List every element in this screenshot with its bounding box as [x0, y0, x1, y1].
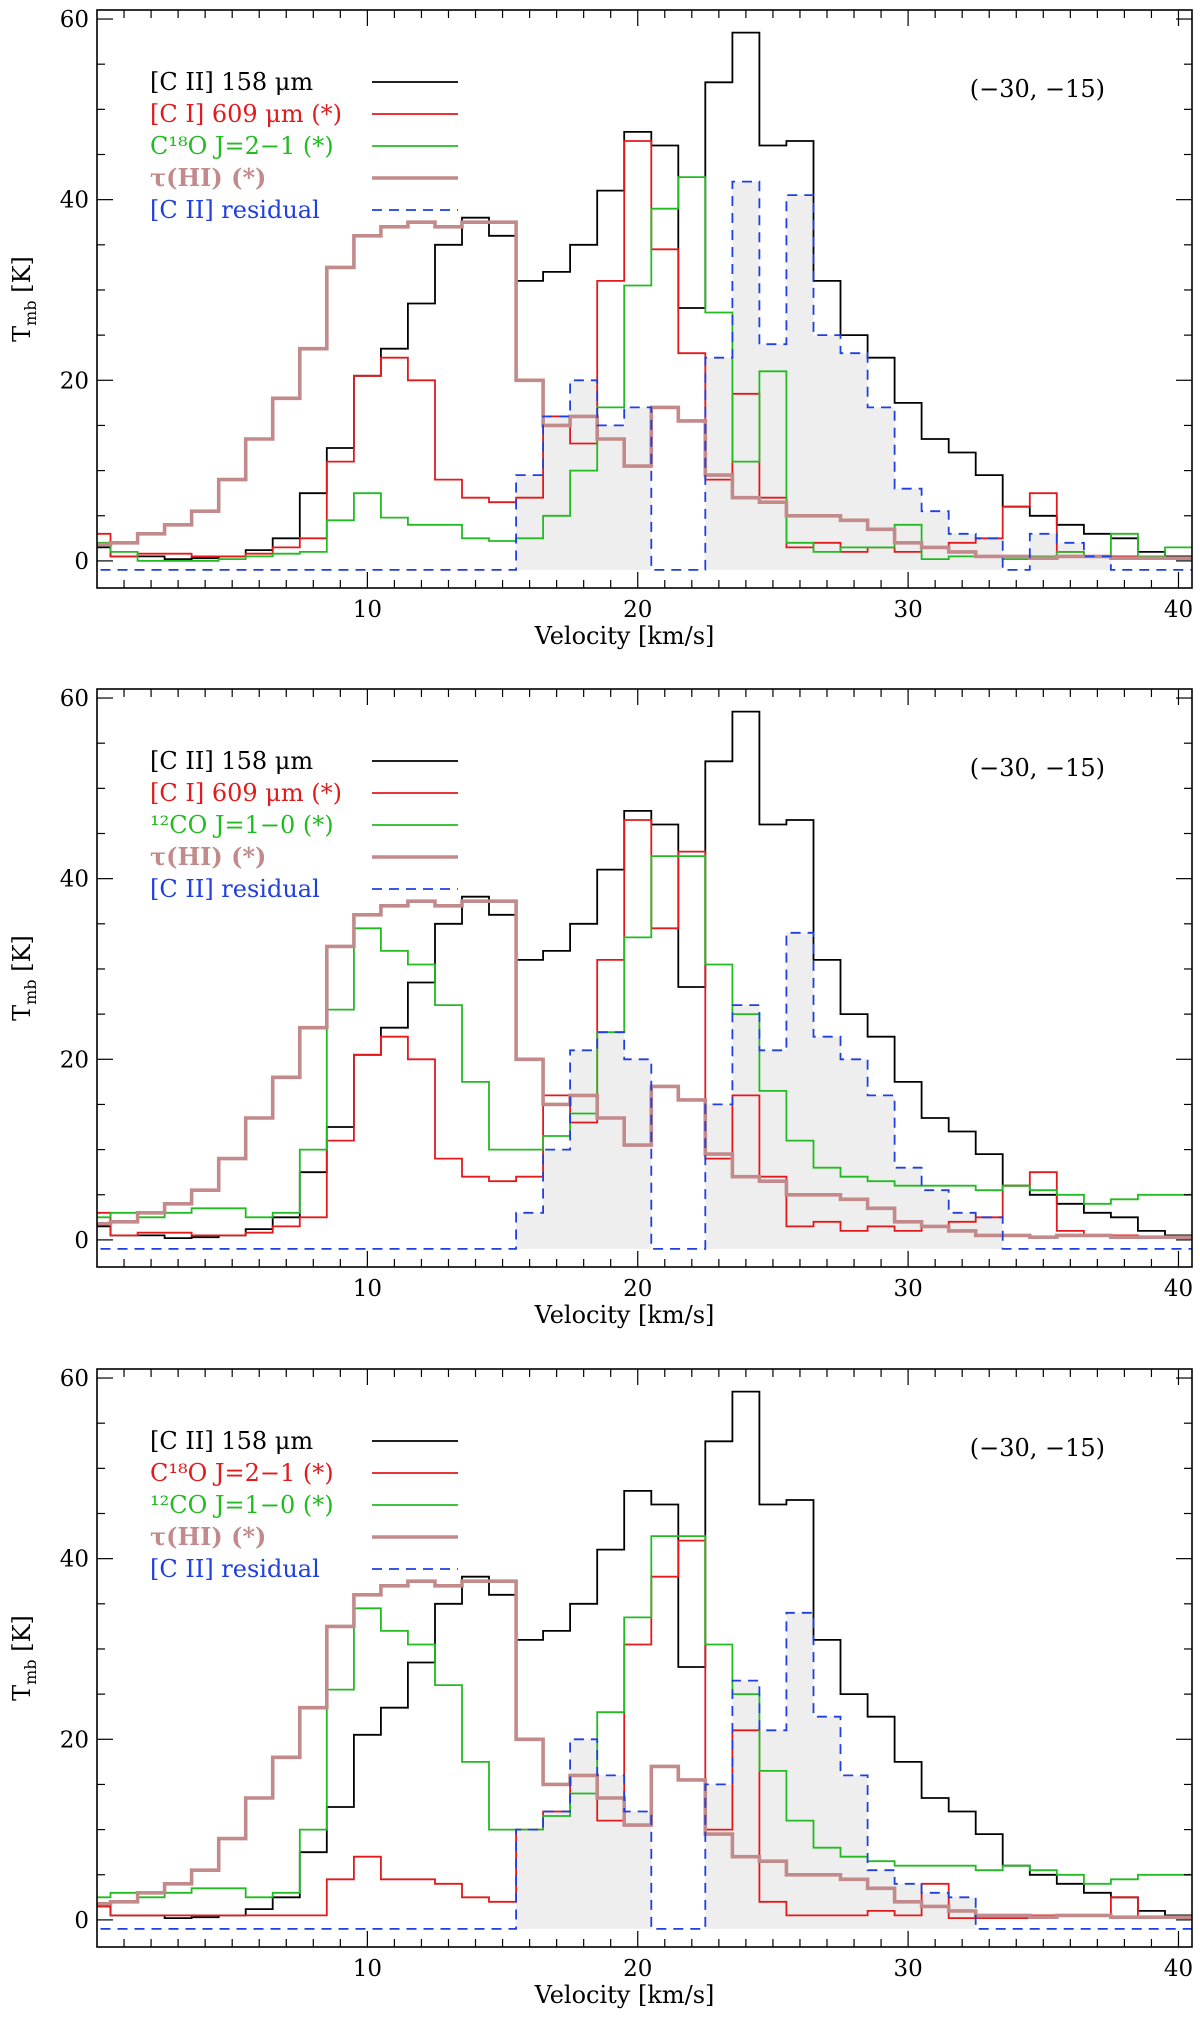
- legend: [C II] 158 μm [C I] 609 μm (*) ¹²CO J=1−0 …: [150, 747, 458, 903]
- plot-frame: [96, 9, 1193, 589]
- legend-label-5: [C II] residual: [150, 1555, 320, 1583]
- series-line-2: [97, 819, 1192, 1239]
- x-ticks: [123, 10, 1180, 588]
- y-tick-label: 40: [60, 188, 89, 214]
- y-axis-title: Tmb [K]: [8, 1615, 40, 1701]
- legend-label-4: τ(HI) (*): [150, 842, 266, 871]
- plot-area: [97, 1390, 1192, 1930]
- legend-label-3: ¹²CO J=1−0 (*): [150, 1491, 334, 1519]
- x-ticks: [123, 1369, 1180, 1947]
- legend-label-2: [C I] 609 μm (*): [150, 779, 342, 807]
- residual-shading: [97, 181, 1192, 570]
- y-tick-label: 20: [60, 1047, 89, 1073]
- panel-2: 10 20 30 40 0 20 40 60 Velocity [km/s] Tmb [K] (−3…: [8, 686, 1193, 1329]
- y-ticks: [97, 697, 1192, 1241]
- x-tick-label: 30: [893, 1956, 922, 1982]
- x-tick-label: 10: [353, 597, 382, 623]
- y-tick-label: 0: [74, 1228, 89, 1254]
- y-ticks: [97, 18, 1192, 562]
- legend-label-5: [C II] residual: [150, 196, 320, 224]
- coord-label: (−30, −15): [970, 75, 1105, 103]
- plot-area: [97, 31, 1192, 571]
- x-tick-label: 40: [1164, 1276, 1193, 1302]
- x-tick-label: 20: [623, 597, 652, 623]
- legend-label-1: [C II] 158 μm: [150, 68, 313, 96]
- svg-text:Tmb [K]: Tmb [K]: [8, 935, 40, 1021]
- y-ticks: [97, 1377, 1192, 1921]
- x-tick-label: 10: [353, 1276, 382, 1302]
- x-tick-label: 40: [1164, 1956, 1193, 1982]
- coord-label: (−30, −15): [970, 1434, 1105, 1462]
- legend-label-2: [C I] 609 μm (*): [150, 100, 342, 128]
- x-axis-title: Velocity [km/s]: [534, 622, 715, 650]
- series-line-1: [97, 710, 1192, 1239]
- x-tick-label: 30: [893, 1276, 922, 1302]
- legend-label-4: τ(HI) (*): [150, 163, 266, 192]
- x-tick-label: 30: [893, 597, 922, 623]
- coord-label: (−30, −15): [970, 754, 1105, 782]
- y-tick-label: 20: [60, 1727, 89, 1753]
- y-tick-label: 0: [74, 549, 89, 575]
- plot-frame: [96, 1368, 1193, 1948]
- x-axis-title: Velocity [km/s]: [534, 1981, 715, 2009]
- panels-root: 10 20 30 40 0 20 40 60 Velocity [km/s] Tmb [K] (−3…: [8, 7, 1193, 2009]
- plot-frame: [96, 688, 1193, 1268]
- x-tick-label: 20: [623, 1956, 652, 1982]
- x-axis-title: Velocity [km/s]: [534, 1301, 715, 1329]
- y-tick-label: 0: [74, 1908, 89, 1934]
- series-line-5: [97, 1611, 1192, 1930]
- y-tick-label: 60: [60, 7, 89, 33]
- y-axis-title: Tmb [K]: [8, 256, 40, 342]
- series-line-4: [97, 899, 1192, 1239]
- y-tick-label: 20: [60, 368, 89, 394]
- legend-label-5: [C II] residual: [150, 875, 320, 903]
- y-tick-label: 40: [60, 1547, 89, 1573]
- series-line-1: [97, 1390, 1192, 1919]
- panel-1: 10 20 30 40 0 20 40 60 Velocity [km/s] Tmb [K] (−3…: [8, 7, 1193, 650]
- legend-label-1: [C II] 158 μm: [150, 747, 313, 775]
- legend-label-2: C¹⁸O J=2−1 (*): [150, 1459, 334, 1487]
- legend: [C II] 158 μm C¹⁸O J=2−1 (*) ¹²CO J=1−0 (*…: [150, 1427, 458, 1583]
- x-ticks: [123, 689, 1180, 1267]
- legend-label-4: τ(HI) (*): [150, 1522, 266, 1551]
- legend: [C II] 158 μm [C I] 609 μm (*) C¹⁸O J=2−1 …: [150, 68, 458, 224]
- legend-label-3: ¹²CO J=1−0 (*): [150, 811, 334, 839]
- series-line-4: [97, 220, 1192, 560]
- y-tick-label: 60: [60, 1366, 89, 1392]
- series-line-4: [97, 1579, 1192, 1919]
- x-tick-label: 20: [623, 1276, 652, 1302]
- series-line-5: [97, 180, 1192, 571]
- panel-3: 10 20 30 40 0 20 40 60 Velocity [km/s] Tmb [K] (−3…: [8, 1366, 1193, 2009]
- series-line-3: [97, 1535, 1192, 1899]
- y-tick-label: 60: [60, 686, 89, 712]
- residual-shading: [97, 1612, 1192, 1929]
- plot-area: [97, 710, 1192, 1250]
- y-axis-title: Tmb [K]: [8, 935, 40, 1021]
- residual-shading: [97, 932, 1192, 1249]
- series-line-3: [97, 176, 1192, 562]
- legend-label-3: C¹⁸O J=2−1 (*): [150, 132, 334, 160]
- x-tick-label: 10: [353, 1956, 382, 1982]
- svg-text:Tmb [K]: Tmb [K]: [8, 256, 40, 342]
- series-line-5: [97, 931, 1192, 1250]
- series-line-1: [97, 31, 1192, 560]
- x-tick-label: 40: [1164, 597, 1193, 623]
- y-tick-label: 40: [60, 867, 89, 893]
- svg-text:Tmb [K]: Tmb [K]: [8, 1615, 40, 1701]
- legend-label-1: [C II] 158 μm: [150, 1427, 313, 1455]
- series-line-3: [97, 855, 1192, 1219]
